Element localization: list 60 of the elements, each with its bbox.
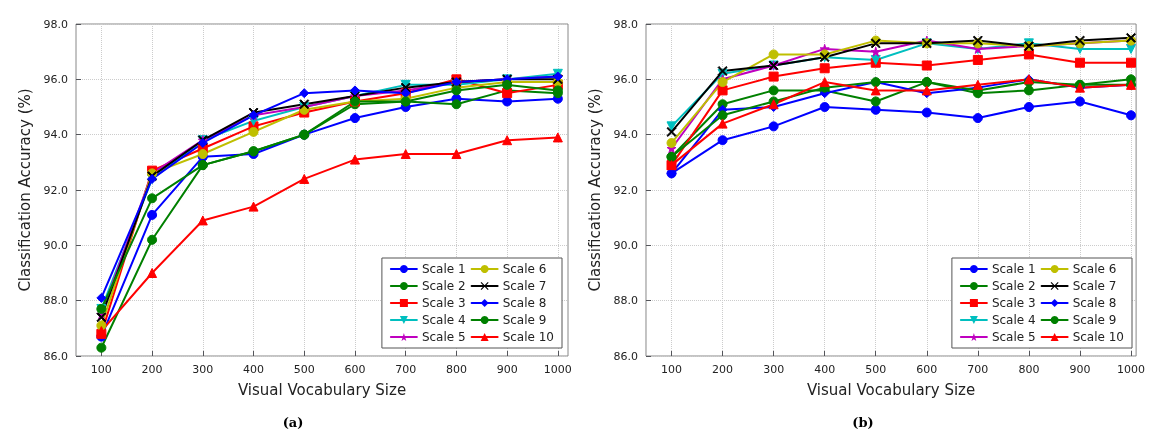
x-tick-label: 500 bbox=[293, 363, 315, 376]
x-tick-label: 800 bbox=[1018, 363, 1040, 376]
legend-label: Scale 4 bbox=[991, 313, 1036, 327]
legend-label: Scale 3 bbox=[991, 296, 1036, 310]
legend-label: Scale 5 bbox=[991, 330, 1036, 344]
y-tick-label: 92.0 bbox=[613, 183, 638, 197]
text: (b) bbox=[852, 415, 874, 430]
x-tick-label: 100 bbox=[90, 363, 112, 376]
x-tick-label: 900 bbox=[496, 363, 518, 376]
legend-label: Scale 10 bbox=[1072, 330, 1125, 344]
y-tick-label: 98.0 bbox=[613, 17, 638, 31]
x-tick-label: 400 bbox=[243, 363, 265, 376]
x-tick-label: 700 bbox=[967, 363, 989, 376]
x-tick-label: 1000 bbox=[543, 363, 572, 376]
x-tick-label: 400 bbox=[814, 363, 836, 376]
x-axis-title: Visual Vocabulary Size bbox=[237, 380, 407, 399]
legend-label: Scale 9 bbox=[1072, 313, 1117, 327]
x-tick-label: 600 bbox=[916, 363, 938, 376]
y-axis-title: Classification Accuracy (%) bbox=[585, 88, 604, 292]
y-tick-label: 90.0 bbox=[43, 238, 68, 252]
legend-label: Scale 5 bbox=[421, 330, 466, 344]
x-tick-label: 600 bbox=[344, 363, 366, 376]
legend-label: Scale 7 bbox=[1072, 279, 1117, 293]
legend-label: Scale 2 bbox=[421, 279, 466, 293]
legend-label: Scale 1 bbox=[421, 262, 466, 276]
y-tick-label: 88.0 bbox=[613, 294, 638, 308]
legend-label: Scale 7 bbox=[502, 279, 547, 293]
x-tick-label: 200 bbox=[712, 363, 734, 376]
legend-label: Scale 9 bbox=[502, 313, 547, 327]
x-tick-label: 900 bbox=[1069, 363, 1091, 376]
y-tick-label: 96.0 bbox=[43, 72, 68, 86]
legend-label: Scale 8 bbox=[1072, 296, 1117, 310]
y-tick-label: 98.0 bbox=[43, 17, 68, 31]
legend-label: Scale 10 bbox=[502, 330, 555, 344]
y-tick-label: 90.0 bbox=[613, 238, 638, 252]
x-tick-label: 100 bbox=[661, 363, 683, 376]
x-tick-label: 800 bbox=[445, 363, 467, 376]
text: (a) bbox=[282, 415, 304, 430]
x-tick-label: 300 bbox=[763, 363, 785, 376]
x-tick-label: 1000 bbox=[1117, 363, 1145, 376]
legend-label: Scale 6 bbox=[502, 262, 547, 276]
x-tick-label: 200 bbox=[141, 363, 163, 376]
x-tick-label: 700 bbox=[395, 363, 417, 376]
legend-label: Scale 2 bbox=[991, 279, 1036, 293]
legend-label: Scale 8 bbox=[502, 296, 547, 310]
y-tick-label: 94.0 bbox=[613, 128, 638, 142]
y-tick-label: 86.0 bbox=[613, 349, 638, 363]
legend-label: Scale 6 bbox=[1072, 262, 1117, 276]
y-tick-label: 92.0 bbox=[43, 183, 68, 197]
y-axis-title: Classification Accuracy (%) bbox=[15, 88, 34, 292]
y-tick-label: 94.0 bbox=[43, 128, 68, 142]
y-tick-label: 86.0 bbox=[43, 349, 68, 363]
y-tick-label: 96.0 bbox=[613, 72, 638, 86]
x-tick-label: 300 bbox=[192, 363, 214, 376]
x-tick-label: 500 bbox=[865, 363, 887, 376]
legend-label: Scale 4 bbox=[421, 313, 466, 327]
y-tick-label: 88.0 bbox=[43, 294, 68, 308]
x-axis-title: Visual Vocabulary Size bbox=[806, 380, 976, 399]
legend-label: Scale 1 bbox=[991, 262, 1036, 276]
legend-label: Scale 3 bbox=[421, 296, 466, 310]
